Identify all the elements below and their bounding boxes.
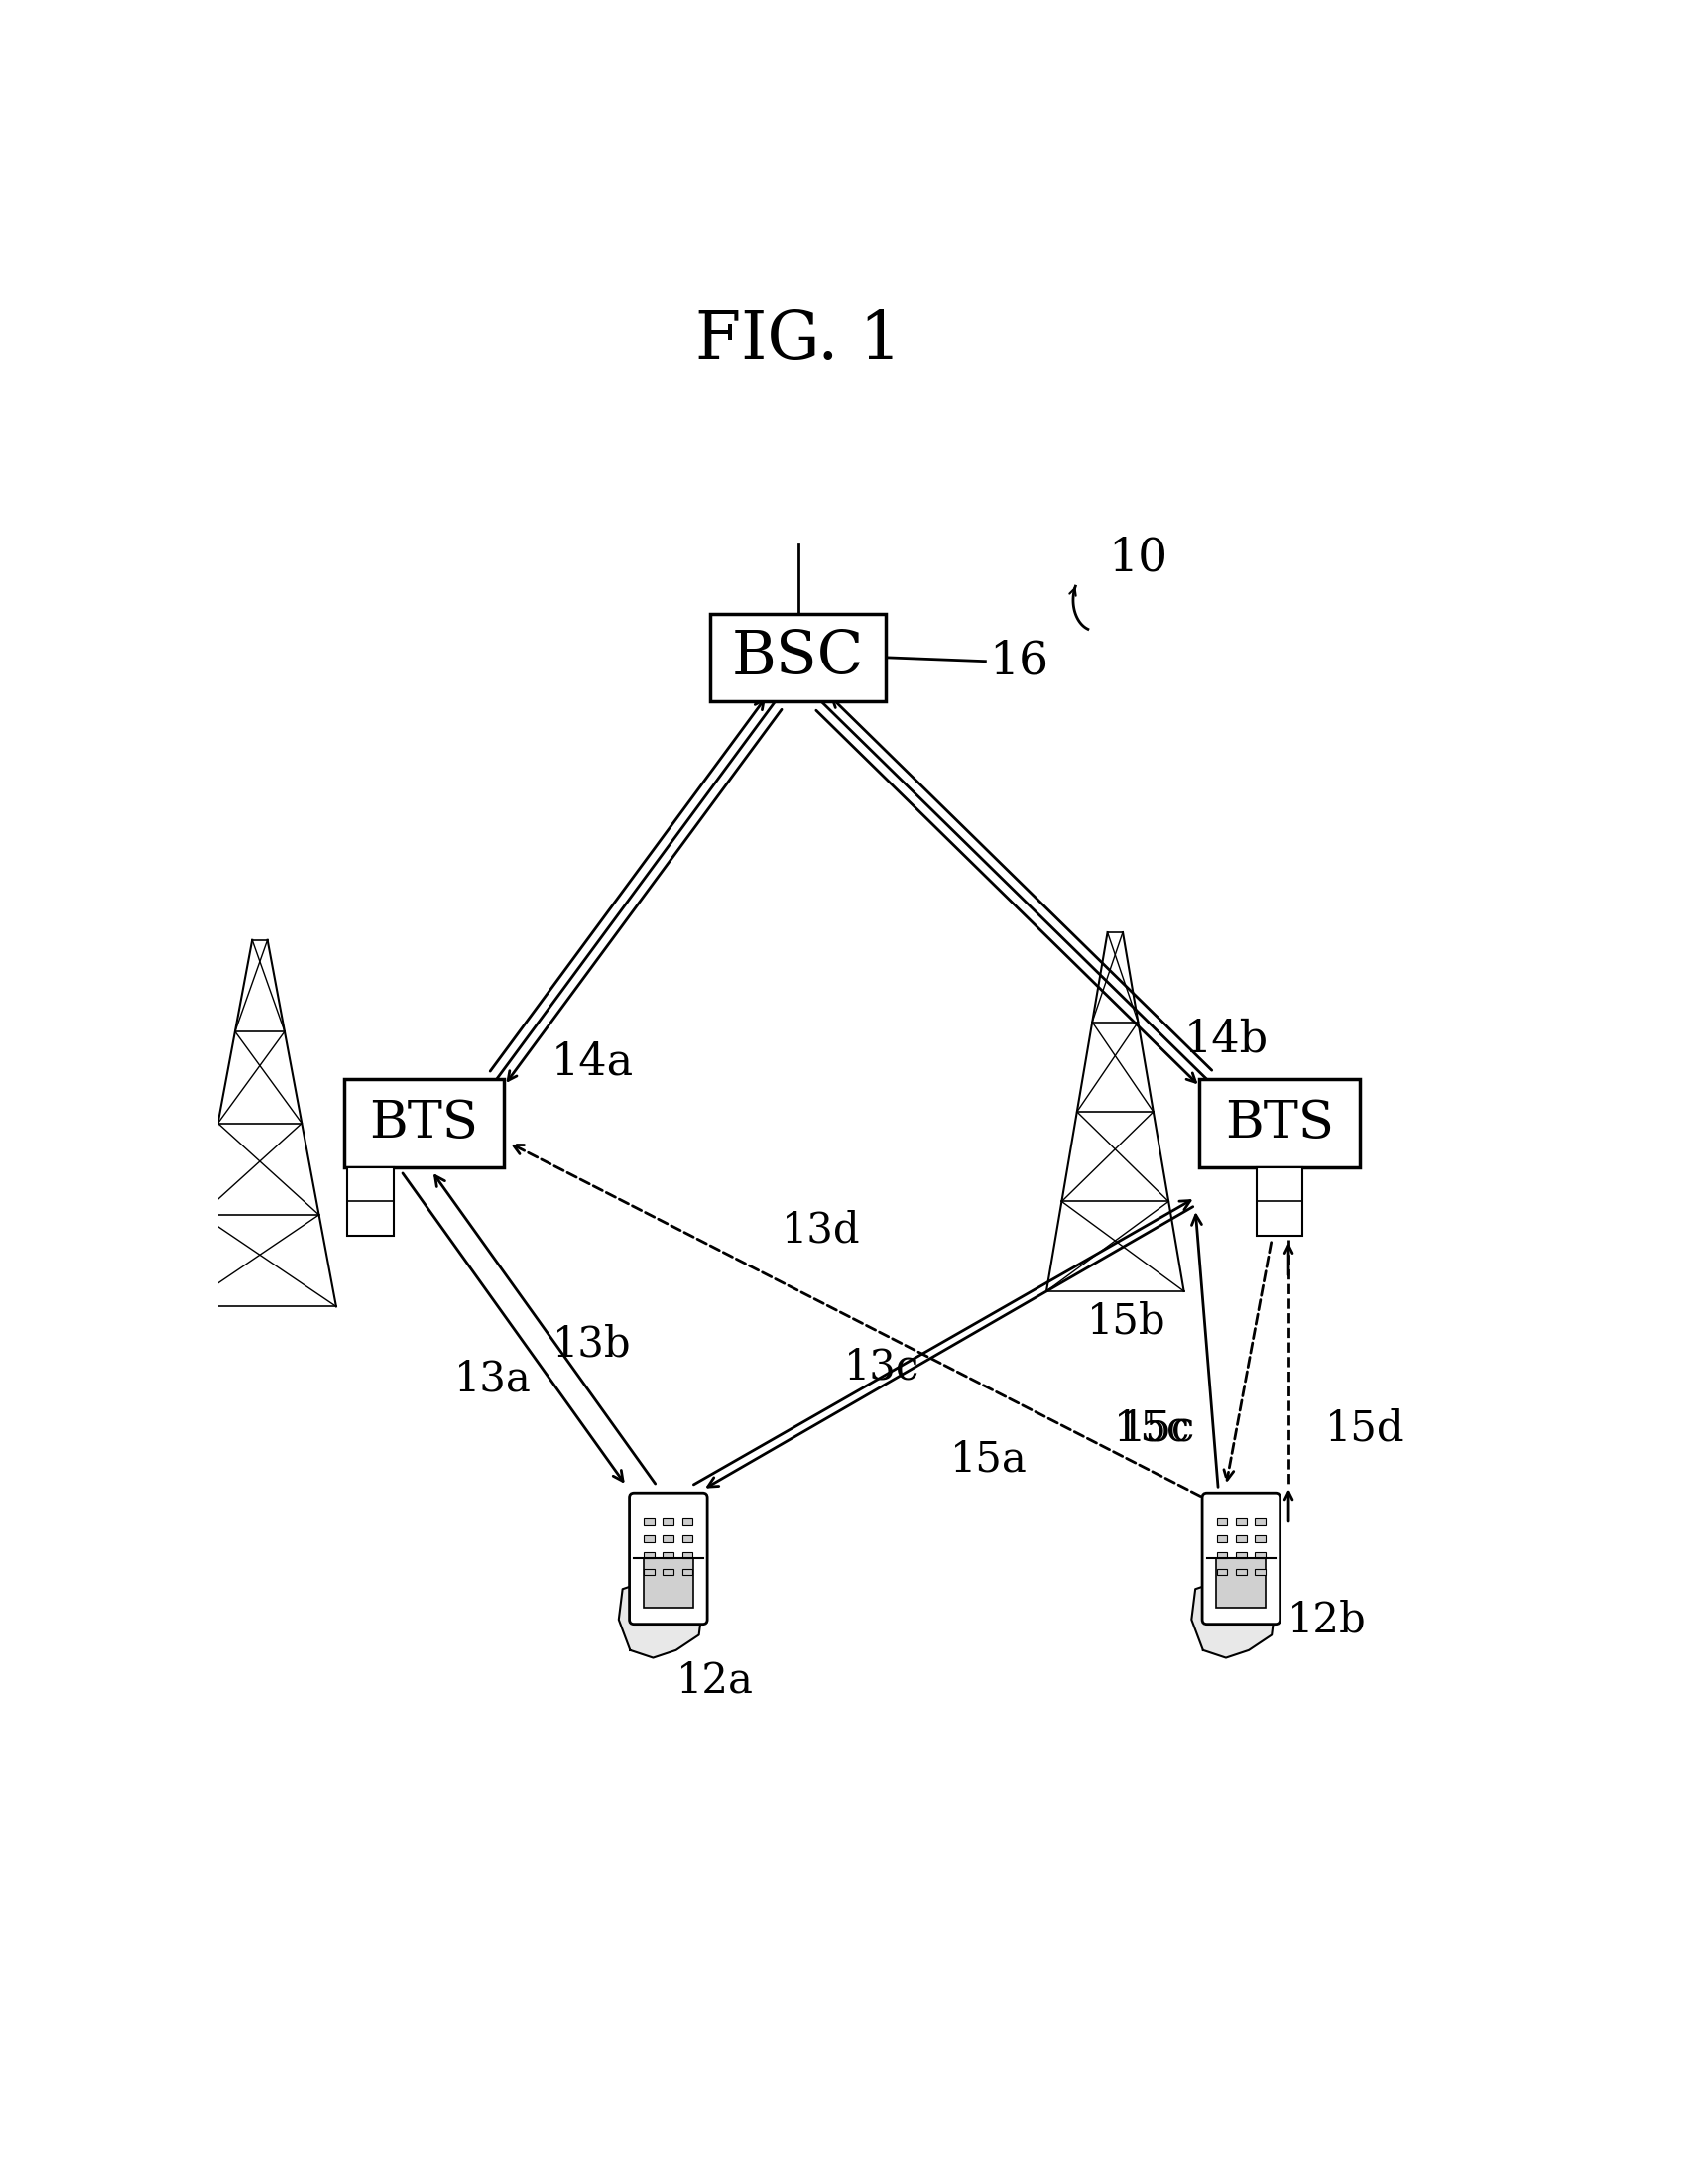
Polygon shape (651, 1525, 663, 1566)
Polygon shape (1192, 1581, 1276, 1657)
Polygon shape (685, 1527, 697, 1570)
Bar (681, 1536, 693, 1542)
Text: 15c: 15c (1114, 1408, 1202, 1449)
Bar (663, 1553, 673, 1560)
Bar (663, 1536, 673, 1542)
Polygon shape (635, 1536, 647, 1577)
Polygon shape (618, 1581, 702, 1657)
FancyBboxPatch shape (1257, 1167, 1301, 1236)
Text: 13a: 13a (454, 1358, 531, 1399)
Bar (1216, 1536, 1228, 1542)
Text: 14b: 14b (1184, 1017, 1267, 1061)
FancyBboxPatch shape (343, 1080, 504, 1167)
Bar (1255, 1536, 1266, 1542)
Bar (1237, 1536, 1247, 1542)
Text: 12a: 12a (676, 1659, 753, 1700)
Text: 12b: 12b (1288, 1599, 1366, 1640)
FancyBboxPatch shape (348, 1167, 393, 1236)
Bar (681, 1568, 693, 1575)
Text: BTS: BTS (369, 1098, 478, 1150)
Text: FIG. 1: FIG. 1 (695, 308, 902, 373)
Bar (663, 1518, 673, 1525)
Text: 14a: 14a (550, 1041, 634, 1084)
Polygon shape (1223, 1525, 1237, 1566)
FancyBboxPatch shape (1199, 1080, 1360, 1167)
Bar (1216, 1568, 1228, 1575)
Text: 15a: 15a (951, 1438, 1028, 1479)
Polygon shape (1243, 1520, 1255, 1562)
Text: 16: 16 (989, 638, 1049, 683)
Text: BSC: BSC (733, 627, 864, 688)
FancyBboxPatch shape (1202, 1492, 1279, 1625)
Bar (644, 1553, 654, 1560)
Bar (644, 1568, 654, 1575)
Bar (1216, 1553, 1228, 1560)
Polygon shape (670, 1520, 681, 1562)
Text: BTS: BTS (1225, 1098, 1334, 1150)
FancyBboxPatch shape (644, 1560, 693, 1607)
Bar (663, 1568, 673, 1575)
Text: 13c: 13c (844, 1347, 921, 1388)
Bar (1237, 1553, 1247, 1560)
Bar (1216, 1518, 1228, 1525)
Bar (1255, 1553, 1266, 1560)
Bar (644, 1518, 654, 1525)
Text: 10: 10 (1108, 536, 1168, 581)
Text: 15d: 15d (1325, 1408, 1404, 1449)
Polygon shape (1208, 1536, 1221, 1577)
Polygon shape (1259, 1527, 1271, 1570)
Text: 13b: 13b (552, 1323, 632, 1366)
Bar (644, 1536, 654, 1542)
Bar (1255, 1568, 1266, 1575)
Bar (1237, 1568, 1247, 1575)
Bar (681, 1518, 693, 1525)
FancyBboxPatch shape (1216, 1560, 1266, 1607)
Text: 15b: 15b (1086, 1301, 1167, 1343)
Bar (1255, 1518, 1266, 1525)
FancyBboxPatch shape (630, 1492, 707, 1625)
Text: 13d: 13d (782, 1210, 861, 1252)
Text: 15c: 15c (1120, 1408, 1196, 1449)
FancyBboxPatch shape (711, 614, 886, 701)
Bar (681, 1553, 693, 1560)
Bar (1237, 1518, 1247, 1525)
